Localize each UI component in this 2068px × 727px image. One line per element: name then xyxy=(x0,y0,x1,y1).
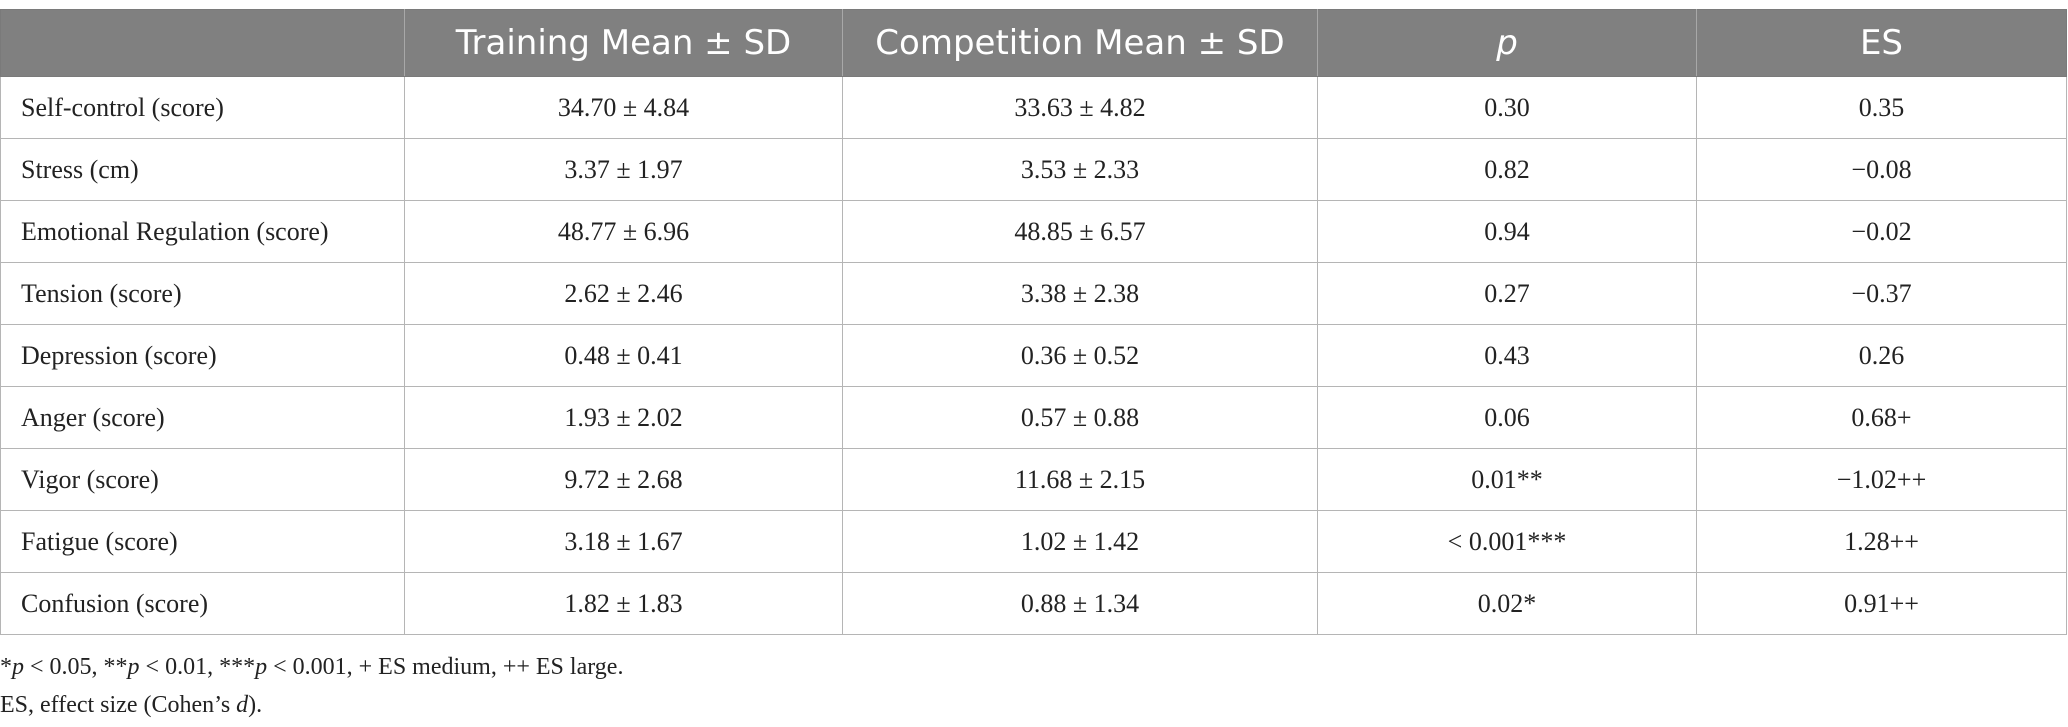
row-label: Fatigue (score) xyxy=(0,510,405,573)
table-row: Vigor (score) 9.72 ± 2.68 11.68 ± 2.15 0… xyxy=(0,448,2067,511)
footnote-text: ). xyxy=(248,692,263,718)
row-label: Vigor (score) xyxy=(0,448,405,511)
footnote-italic-d: d xyxy=(236,692,249,718)
p-value-cell: 0.82 xyxy=(1317,138,1697,201)
effect-size-cell: −0.37 xyxy=(1696,262,2067,325)
training-cell: 1.93 ± 2.02 xyxy=(404,386,843,449)
training-cell: 3.37 ± 1.97 xyxy=(404,138,843,201)
results-table-container: Training Mean ± SD Competition Mean ± SD… xyxy=(0,9,2067,635)
competition-cell: 3.53 ± 2.33 xyxy=(842,138,1318,201)
table-row: Tension (score) 2.62 ± 2.46 3.38 ± 2.38 … xyxy=(0,262,2067,325)
p-value-cell: 0.94 xyxy=(1317,200,1697,263)
competition-cell: 48.85 ± 6.57 xyxy=(842,200,1318,263)
footnote-text: < 0.01, *** xyxy=(139,654,256,680)
training-cell: 0.48 ± 0.41 xyxy=(404,324,843,387)
training-cell: 2.62 ± 2.46 xyxy=(404,262,843,325)
footnote-italic-p: p xyxy=(12,654,24,680)
training-cell: 48.77 ± 6.96 xyxy=(404,200,843,263)
row-label: Confusion (score) xyxy=(0,572,405,635)
table-row: Anger (score) 1.93 ± 2.02 0.57 ± 0.88 0.… xyxy=(0,386,2067,449)
p-value-cell: 0.06 xyxy=(1317,386,1697,449)
p-value-cell: 0.01** xyxy=(1317,448,1697,511)
competition-cell: 11.68 ± 2.15 xyxy=(842,448,1318,511)
training-cell: 1.82 ± 1.83 xyxy=(404,572,843,635)
training-cell: 9.72 ± 2.68 xyxy=(404,448,843,511)
effect-size-footnote: ES, effect size (Cohen’s d). xyxy=(0,686,623,724)
table-row: Emotional Regulation (score) 48.77 ± 6.9… xyxy=(0,200,2067,263)
effect-size-cell: 0.26 xyxy=(1696,324,2067,387)
footnote-text: < 0.05, ** xyxy=(24,654,128,680)
p-value-cell: < 0.001*** xyxy=(1317,510,1697,573)
table-body: Self-control (score) 34.70 ± 4.84 33.63 … xyxy=(0,76,2067,635)
table-header: Training Mean ± SD Competition Mean ± SD… xyxy=(0,9,2067,77)
row-label: Self-control (score) xyxy=(0,76,405,139)
competition-cell: 0.57 ± 0.88 xyxy=(842,386,1318,449)
p-value-cell: 0.30 xyxy=(1317,76,1697,139)
p-value-cell: 0.02* xyxy=(1317,572,1697,635)
header-row: Training Mean ± SD Competition Mean ± SD… xyxy=(0,9,2067,77)
competition-cell: 33.63 ± 4.82 xyxy=(842,76,1318,139)
header-variable xyxy=(0,9,405,77)
effect-size-cell: 0.68+ xyxy=(1696,386,2067,449)
row-label: Tension (score) xyxy=(0,262,405,325)
significance-footnote: *p < 0.05, **p < 0.01, ***p < 0.001, + E… xyxy=(0,648,623,686)
effect-size-cell: −1.02++ xyxy=(1696,448,2067,511)
table-row: Fatigue (score) 3.18 ± 1.67 1.02 ± 1.42 … xyxy=(0,510,2067,573)
footnote-text: ES, effect size (Cohen’s xyxy=(0,692,237,718)
table-row: Self-control (score) 34.70 ± 4.84 33.63 … xyxy=(0,76,2067,139)
training-cell: 3.18 ± 1.67 xyxy=(404,510,843,573)
row-label: Depression (score) xyxy=(0,324,405,387)
table-row: Stress (cm) 3.37 ± 1.97 3.53 ± 2.33 0.82… xyxy=(0,138,2067,201)
competition-cell: 0.36 ± 0.52 xyxy=(842,324,1318,387)
header-effect-size: ES xyxy=(1696,9,2067,77)
footnote-italic-p: p xyxy=(127,654,140,680)
effect-size-cell: −0.08 xyxy=(1696,138,2067,201)
row-label: Anger (score) xyxy=(0,386,405,449)
effect-size-cell: 0.35 xyxy=(1696,76,2067,139)
footnote-italic-p: p xyxy=(255,654,268,680)
table-row: Depression (score) 0.48 ± 0.41 0.36 ± 0.… xyxy=(0,324,2067,387)
table-footnotes: *p < 0.05, **p < 0.01, ***p < 0.001, + E… xyxy=(0,648,623,724)
effect-size-cell: 0.91++ xyxy=(1696,572,2067,635)
competition-cell: 3.38 ± 2.38 xyxy=(842,262,1318,325)
table-row: Confusion (score) 1.82 ± 1.83 0.88 ± 1.3… xyxy=(0,572,2067,635)
competition-cell: 0.88 ± 1.34 xyxy=(842,572,1318,635)
training-cell: 34.70 ± 4.84 xyxy=(404,76,843,139)
row-label: Emotional Regulation (score) xyxy=(0,200,405,263)
header-p-value: p xyxy=(1317,9,1697,77)
results-table: Training Mean ± SD Competition Mean ± SD… xyxy=(0,9,2067,635)
header-training: Training Mean ± SD xyxy=(404,9,843,77)
header-competition: Competition Mean ± SD xyxy=(842,9,1318,77)
competition-cell: 1.02 ± 1.42 xyxy=(842,510,1318,573)
row-label: Stress (cm) xyxy=(0,138,405,201)
p-value-cell: 0.43 xyxy=(1317,324,1697,387)
footnote-text: < 0.001, + ES medium, ++ ES large. xyxy=(267,654,624,680)
footnote-text: * xyxy=(0,654,12,680)
effect-size-cell: −0.02 xyxy=(1696,200,2067,263)
effect-size-cell: 1.28++ xyxy=(1696,510,2067,573)
p-value-cell: 0.27 xyxy=(1317,262,1697,325)
